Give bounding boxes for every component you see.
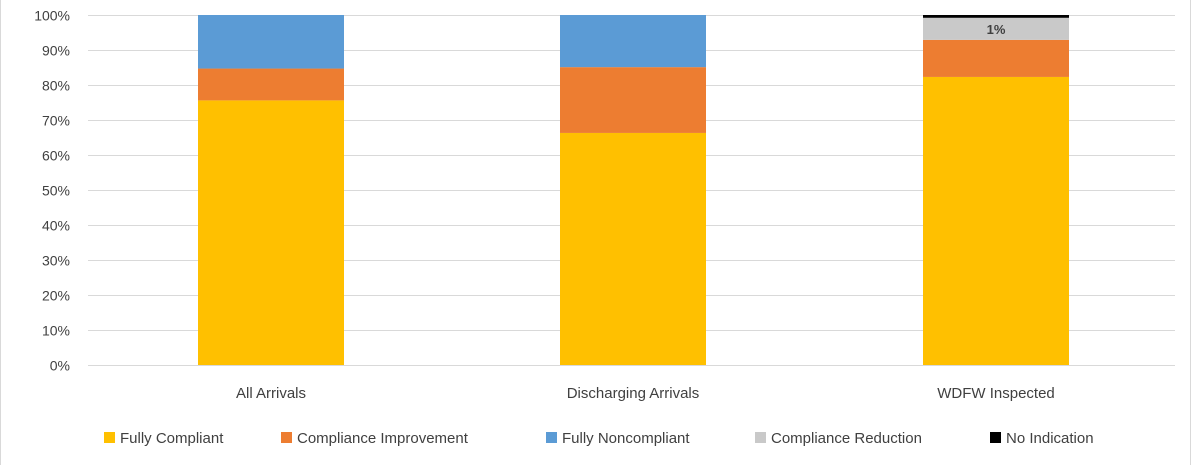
y-tick-label: 70%	[42, 113, 70, 129]
x-category-label: All Arrivals	[236, 385, 306, 402]
y-tick-label: 20%	[42, 288, 70, 304]
bar-segment-1-1	[560, 67, 706, 133]
legend-label-3: Compliance Reduction	[771, 430, 922, 447]
bar-segment-2-0	[923, 76, 1069, 365]
bar-segment-2-3	[923, 17, 1069, 40]
x-category-label: WDFW Inspected	[937, 385, 1055, 402]
legend-swatch-2	[546, 432, 557, 443]
legend-swatch-0	[104, 432, 115, 443]
bars	[198, 15, 1069, 366]
bar-segment-2-4	[923, 15, 1069, 18]
y-tick-label: 40%	[42, 218, 70, 234]
y-tick-label: 10%	[42, 323, 70, 339]
y-tick-label: 100%	[34, 8, 70, 24]
legend-swatch-1	[281, 432, 292, 443]
legend-swatch-4	[990, 432, 1001, 443]
bar-segment-0-1	[198, 68, 344, 101]
bar-segment-0-2	[198, 15, 344, 69]
y-tick-label: 50%	[42, 183, 70, 199]
legend: Fully Compliant Compliance Improvement Ful…	[104, 430, 1094, 447]
legend-label-1: Compliance Improvement	[297, 430, 469, 447]
y-tick-label: 90%	[42, 43, 70, 59]
bar-segment-1-0	[560, 132, 706, 365]
y-tick-label: 0%	[50, 358, 70, 374]
y-tick-label: 60%	[42, 148, 70, 164]
bar-segment-0-0	[198, 100, 344, 366]
y-tick-label: 80%	[42, 78, 70, 94]
legend-swatch-3	[755, 432, 766, 443]
axis-labels: 0% 10% 20% 30% 40% 50% 60% 70% 80% 90% 100% All Arr…	[34, 8, 1055, 403]
y-tick-label: 30%	[42, 253, 70, 269]
data-label-0: 1%	[987, 22, 1006, 37]
x-category-label: Discharging Arrivals	[567, 385, 700, 402]
legend-label-2: Fully Noncompliant	[562, 430, 690, 447]
bar-segment-2-1	[923, 39, 1069, 77]
bar-segment-1-2	[560, 15, 706, 68]
legend-label-0: Fully Compliant	[120, 430, 224, 447]
legend-label-4: No Indication	[1006, 430, 1094, 447]
